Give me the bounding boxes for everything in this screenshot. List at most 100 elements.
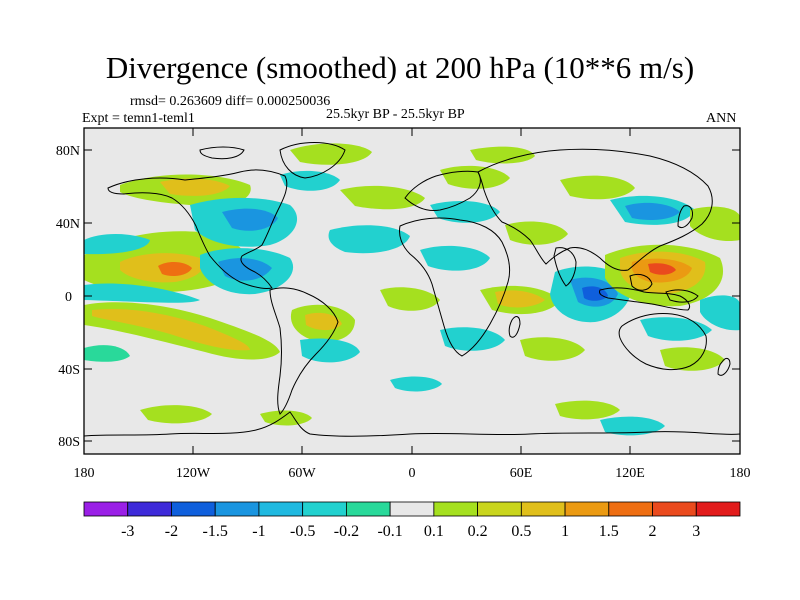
colorbar-label: 0.2	[468, 523, 488, 540]
pos-max-maritime-continent	[648, 263, 676, 275]
y-tick-label: 0	[65, 290, 72, 305]
season-label: ANN	[706, 111, 737, 126]
colorbar-swatch	[564, 501, 610, 517]
x-tick-label: 60W	[288, 466, 316, 481]
coast-madagascar	[508, 316, 521, 338]
pos-region-africa-inner	[495, 290, 545, 308]
colorbar-label: -0.5	[290, 523, 315, 540]
neg-region-north-africa	[420, 245, 490, 271]
pos-region-atlantic	[380, 287, 440, 311]
y-tick-label: 80S	[58, 435, 80, 450]
colorbar-swatch	[302, 501, 347, 517]
neg-region-mediterranean	[430, 200, 500, 223]
x-tick-label: 0	[409, 466, 416, 481]
coast-asia	[477, 148, 713, 271]
plot-title: Divergence (smoothed) at 200 hPa (10**6 …	[105, 50, 695, 85]
coast-indonesia	[599, 287, 691, 311]
colorbar-label: -1	[252, 523, 265, 540]
pos-region-south-west-pacific	[660, 347, 725, 371]
neg-region-east-asia-inner	[625, 202, 680, 220]
rmsd-diff-stats: rmsd= 0.263609 diff= 0.000250036	[130, 94, 331, 109]
y-tick-label: 40S	[58, 363, 80, 378]
neg-region-southern-ocean-2	[390, 376, 442, 392]
colorbar-label: 3	[692, 523, 700, 540]
pos-region-north-asia	[560, 175, 635, 200]
colorbar-label: -0.1	[377, 523, 402, 540]
pos-max-east-pacific	[158, 262, 192, 276]
colorbar-swatch	[171, 501, 216, 517]
neg-region-south-west-pacific	[640, 317, 712, 341]
colorbar-swatch	[520, 501, 566, 517]
colorbar-swatch	[389, 501, 435, 517]
tick-marks	[84, 128, 740, 454]
contour-fields	[84, 128, 740, 454]
colorbar-swatch	[127, 501, 172, 517]
neg-region-west-pacific	[700, 295, 740, 331]
colorbar-swatch	[214, 501, 260, 517]
coast-japan	[677, 205, 693, 229]
x-tick-label: 120E	[615, 466, 645, 481]
pos-region-mid-atlantic	[290, 143, 372, 165]
colorbar-swatch	[477, 501, 522, 517]
pos-region-arabia	[505, 221, 568, 245]
colorbar-label: 2	[649, 523, 657, 540]
coast-australia	[618, 313, 707, 371]
colorbar-label: 1	[561, 523, 569, 540]
colorbar-label: -3	[121, 523, 134, 540]
colorbar-swatch	[345, 501, 391, 517]
coast-borneo	[629, 273, 653, 291]
coast-new-guinea	[665, 289, 699, 303]
neg-min-central-america	[218, 258, 272, 281]
y-tick-label: 80N	[56, 144, 80, 159]
colorbar-swatch	[652, 501, 697, 517]
pos-region-north-atlantic-east	[340, 185, 425, 210]
coast-arctic-islands	[199, 146, 245, 160]
neg-band-south-pacific	[84, 283, 200, 303]
colorbar-label: 1.5	[599, 523, 619, 540]
colorbar-swatch	[433, 501, 479, 517]
x-tick-label: 60E	[510, 466, 533, 481]
coast-india	[553, 247, 577, 287]
coast-greenland	[279, 142, 346, 179]
colorbar-label: -1.5	[203, 523, 228, 540]
coast-europe	[404, 170, 481, 211]
colorbar-swatch	[608, 501, 653, 517]
experiment-label: Expt = temn1-teml1	[82, 111, 195, 126]
x-tick-label: 120W	[176, 466, 211, 481]
colorbar-swatch	[83, 501, 129, 517]
pos-region-southern-ocean-1	[140, 405, 212, 424]
coast-antarctica	[84, 411, 740, 437]
x-tick-label: 180	[74, 466, 95, 481]
colorbar-label: -2	[165, 523, 178, 540]
pos-region-south-america-inner	[305, 312, 342, 331]
pos-region-southern-ocean-3	[555, 400, 620, 420]
colorbar-label: 0.5	[511, 523, 531, 540]
colorbar-label: -0.2	[334, 523, 359, 540]
pos-region-south-indian	[520, 337, 585, 361]
colorbar-swatch	[695, 501, 741, 517]
pos-region-north-pacific-inner	[160, 178, 230, 196]
neg-region-east-pacific-west	[84, 234, 150, 255]
period-label: 25.5kyr BP - 25.5kyr BP	[326, 107, 465, 122]
coast-north-america	[107, 169, 288, 289]
y-tick-label: 40N	[56, 217, 80, 232]
neg-region-south-africa	[440, 327, 505, 351]
colorbar-label: 0.1	[424, 523, 444, 540]
pos-region-siberia	[470, 146, 535, 164]
colorbar: -3 -2 -1.5 -1 -0.5 -0.2 -0.1 0.1 0.2 0.5 1 1.5 2 3	[83, 501, 741, 540]
coast-new-zealand	[717, 357, 731, 376]
neg-region-southern-ocean-1	[600, 416, 665, 436]
colorbar-swatch	[258, 501, 304, 517]
pos-region-west-pacific-north	[690, 206, 740, 242]
x-tick-label: 180	[730, 466, 751, 481]
coastlines	[84, 142, 740, 437]
neg-region-north-america-inner	[222, 208, 278, 231]
coast-africa	[399, 217, 511, 357]
pos-region-southern-ocean-2	[260, 410, 312, 426]
neg-region-greenland	[280, 170, 340, 191]
pos-band-south-pacific-inner	[92, 308, 250, 351]
coast-south-america	[269, 287, 339, 415]
neg-region-south-pacific-lower	[84, 345, 130, 362]
neg-region-south-atlantic	[300, 338, 360, 363]
